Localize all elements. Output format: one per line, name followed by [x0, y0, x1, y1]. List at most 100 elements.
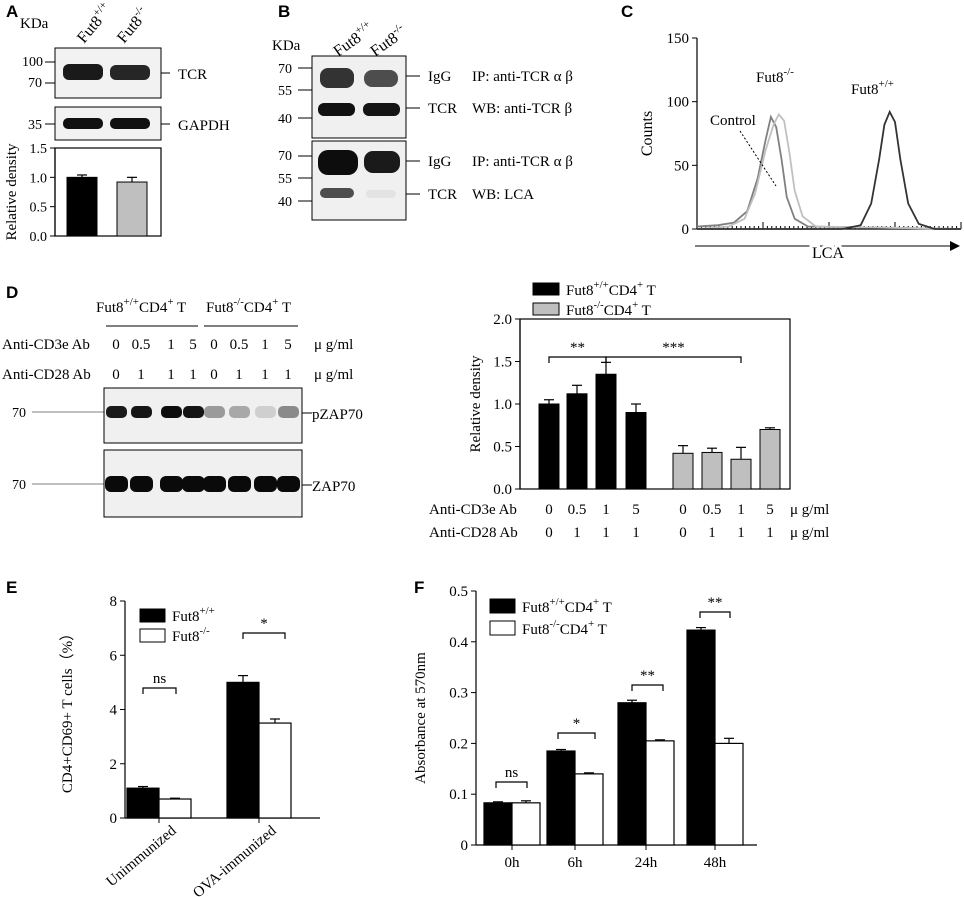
panel-a-marker-70: 70: [28, 76, 42, 91]
panel-b-band-igg: IgG: [428, 69, 451, 85]
panel-a-band: [110, 118, 150, 129]
panel-d-bar: [701, 451, 723, 490]
panel-c-label-ko: Fut8-/-: [756, 66, 794, 86]
panel-b-band: [366, 190, 396, 198]
panel-b-marker: 40: [278, 112, 292, 127]
panel-d-chart-cd3-value: 0: [545, 502, 553, 518]
panel-f-bar: [483, 802, 513, 846]
panel-d-chart-cd3-label: Anti-CD3e Ab: [429, 502, 517, 518]
panel-b-band: [364, 70, 398, 87]
panel-e-x-tick-label: OVA-immunized: [190, 822, 280, 897]
panel-d-y-tick-label: 1.0: [493, 397, 512, 413]
panel-f-bar: [645, 740, 675, 846]
panel-d-zap70-band: [105, 476, 128, 492]
panel-d-cd28-value: 1: [284, 367, 292, 383]
panel-d-pzap70-band: [161, 406, 182, 418]
panel-e-y-tick-label: 4: [110, 703, 118, 719]
panel-e-y-tick-label: 0: [110, 811, 118, 827]
panel-d-chart-cd3-value: 5: [766, 502, 774, 518]
panel-f-significance: ns: [505, 765, 519, 781]
panel-f-y-tick-label: 0.4: [449, 635, 468, 651]
panel-b-band: [318, 150, 358, 175]
panel-label-a: A: [6, 2, 19, 21]
panel-c-control-pointer: [739, 130, 777, 187]
panel-d-zap70-band: [160, 476, 183, 492]
panel-a-y-tick-label: 0.0: [30, 230, 48, 245]
panel-d-legend-label: Fut8-/-CD4+ T: [566, 299, 651, 319]
panel-f-bracket: [495, 781, 528, 788]
panel-f-bracket: [631, 684, 664, 691]
panel-d-cd28-value: 0: [210, 367, 218, 383]
panel-a-band: [110, 65, 150, 80]
panel-c-label-control: Control: [710, 113, 756, 129]
panel-f-bar: [686, 629, 716, 846]
panel-d-chart-cd28-value: 1: [602, 525, 610, 541]
panel-a-y-tick-label: 1.0: [30, 171, 48, 186]
panel-label-f: F: [414, 578, 425, 597]
panel-d-y-tick-label: 1.5: [493, 355, 512, 371]
panel-d-chart-unit: μ g/ml: [790, 525, 829, 541]
panel-d-cd3-value: 0: [112, 337, 120, 353]
panel-b-band: [318, 103, 355, 116]
panel-d-bar: [595, 373, 617, 490]
panel-d-cd3-label: Anti-CD3e Ab: [2, 337, 90, 353]
panel-label-e: E: [6, 578, 18, 597]
panel-e-significance: *: [260, 616, 268, 632]
panel-d-cd28-value: 1: [189, 367, 197, 383]
panel-d-legend-swatch: [532, 302, 560, 316]
panel-b-band: [364, 151, 400, 173]
panel-e-bar: [158, 798, 192, 819]
panel-f-x-tick-label: 0h: [505, 855, 521, 871]
panel-c-curve-Fut8: [697, 109, 961, 230]
panel-c-y-tick-label: 150: [667, 31, 690, 47]
panel-label-b: B: [278, 2, 291, 21]
panel-d-zap70-band: [130, 476, 153, 492]
panel-d-bracket: [605, 356, 742, 363]
panel-b-band-tcr: TCR: [428, 101, 457, 117]
panel-label-c: C: [621, 2, 634, 21]
panel-a-label-tcr: TCR: [178, 67, 207, 83]
panel-c-x-label: LCA: [812, 245, 844, 262]
panel-f-y-tick-label: 0.3: [449, 686, 468, 702]
panel-a-bar: [66, 176, 98, 237]
panel-d-chart-cd28-value: 0: [545, 525, 553, 541]
panel-f-legend-label: Fut8+/+CD4+ T: [522, 596, 612, 616]
panel-d-unit: μ g/ml: [314, 337, 353, 353]
panel-d-chart-cd28-value: 1: [632, 525, 640, 541]
panel-b-ip: IP: anti-TCR α β: [472, 69, 573, 85]
panel-f-bar: [714, 742, 744, 846]
panel-b-band: [320, 68, 354, 88]
panel-a-label-gapdh: GAPDH: [178, 118, 230, 134]
panel-label-d: D: [6, 283, 19, 302]
panel-d-pzap70-band: [131, 406, 152, 418]
panel-d-chart-cd3-value: 0.5: [703, 502, 722, 518]
panel-f-y-tick-label: 0.1: [449, 787, 468, 803]
panel-f-y-tick-label: 0: [461, 838, 469, 854]
panel-d-unit: μ g/ml: [314, 367, 353, 383]
panel-a-band: [63, 64, 103, 80]
panel-c-curve-Control: [696, 114, 962, 230]
panel-d-pzap70-band: [255, 406, 276, 418]
panel-e-bar: [258, 722, 292, 819]
panel-b-band-tcr: TCR: [428, 187, 457, 203]
panel-d-y-tick-label: 2.0: [493, 312, 512, 328]
panel-f-y-tick-label: 0.2: [449, 736, 468, 752]
panel-d-cd3-value: 5: [284, 337, 292, 353]
panel-e-legend-label: Fut8+/+: [172, 605, 215, 625]
panel-e-bracket: [142, 687, 177, 694]
panel-d-chart-cd3-value: 1: [602, 502, 610, 518]
panel-c-y-tick-label: 100: [667, 95, 690, 111]
panel-b-marker: 70: [278, 62, 292, 77]
panel-d-zap70-band: [277, 476, 300, 492]
panel-f-bracket: [699, 611, 731, 618]
panel-d-label-pzap70: pZAP70: [312, 407, 363, 423]
panel-d-chart-cd28-value: 1: [573, 525, 581, 541]
panel-d-cd28-value: 1: [167, 367, 175, 383]
panel-d-significance: **: [570, 340, 585, 356]
panel-f-x-tick-label: 6h: [568, 855, 584, 871]
panel-f-y-tick-label: 0.5: [449, 584, 468, 600]
panel-e-bar-chart: 0 2 4 6 8 Unimmunized OVA-immunized ns * CD4+CD69…: [59, 594, 320, 897]
